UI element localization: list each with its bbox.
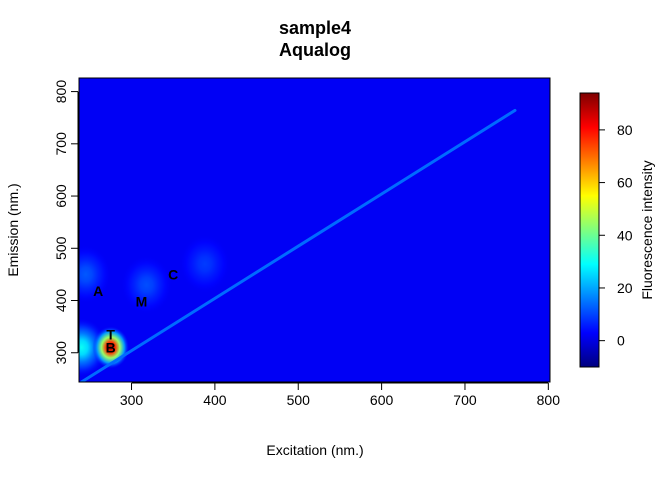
x-tick-label: 800 <box>537 392 561 408</box>
y-tick-label: 400 <box>53 289 69 313</box>
x-axis: 300 400 500 600 700 800 <box>120 382 561 408</box>
peak-label-b: B <box>106 340 116 356</box>
colorbar-tick-label: 0 <box>617 333 625 349</box>
chart-subtitle: Aqualog <box>279 40 351 60</box>
fluorescence-feature <box>79 245 111 304</box>
peak-label-a: A <box>93 283 103 299</box>
y-tick-label: 800 <box>53 80 69 104</box>
x-axis-label: Excitation (nm.) <box>266 442 363 458</box>
x-tick-label: 700 <box>453 392 477 408</box>
x-tick-label: 600 <box>370 392 394 408</box>
plot-frame <box>78 77 551 383</box>
x-tick-label: 300 <box>120 392 144 408</box>
scatter-line <box>80 108 517 382</box>
x-tick-label: 400 <box>203 392 227 408</box>
heatmap-background <box>79 78 550 382</box>
chart-title: sample4 <box>279 18 351 38</box>
peak-label-c: C <box>168 266 178 282</box>
colorbar-tick-label: 80 <box>617 122 633 138</box>
colorbar: 0 20 40 60 80 <box>579 92 633 368</box>
colorbar-tick-label: 60 <box>617 175 633 191</box>
colorbar-tick-label: 20 <box>617 280 633 296</box>
fluorescence-feature <box>121 256 172 314</box>
plot-area <box>79 78 550 382</box>
fluorescence-feature <box>179 235 230 293</box>
y-tick-label: 300 <box>53 341 69 365</box>
peak-label-m: M <box>136 294 148 310</box>
colorbar-label: Fluorescence intensity <box>639 160 655 299</box>
colorbar-tick-label: 40 <box>617 227 633 243</box>
y-axis-label: Emission (nm.) <box>5 183 21 276</box>
y-tick-label: 600 <box>53 184 69 208</box>
colorbar-gradient-bar <box>579 92 600 368</box>
peak-label-t: T <box>106 326 115 342</box>
y-tick-label: 700 <box>53 132 69 156</box>
y-axis: 300 400 500 600 700 800 <box>53 80 79 365</box>
peak-labels: A BT M C <box>93 266 178 355</box>
y-tick-label: 500 <box>53 236 69 260</box>
x-tick-label: 500 <box>287 392 311 408</box>
